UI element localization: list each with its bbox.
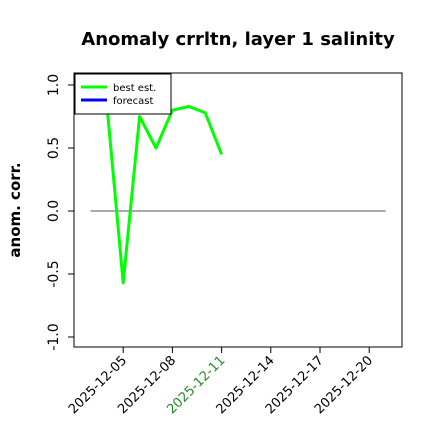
legend-label: best est. bbox=[113, 83, 156, 94]
x-axis: 2025-12-052025-12-082025-12-112025-12-14… bbox=[66, 347, 376, 417]
legend: best est. forecast bbox=[74, 73, 172, 115]
legend-label: forecast bbox=[113, 96, 154, 107]
legend-box bbox=[74, 73, 172, 115]
plot-frame bbox=[73, 72, 403, 348]
y-tick-label: 0.5 bbox=[46, 137, 62, 159]
y-tick-label: 1.0 bbox=[46, 74, 62, 96]
series-line-best-est bbox=[105, 103, 223, 285]
y-axis-label: anom. corr. bbox=[6, 162, 24, 257]
chart-title: Anomaly crrltn, layer 1 salinity bbox=[81, 29, 395, 50]
series-layer bbox=[105, 103, 223, 285]
y-tick-label: -0.5 bbox=[46, 260, 62, 287]
y-tick-label: -1.0 bbox=[46, 323, 62, 350]
y-tick-label: 0.0 bbox=[46, 200, 62, 222]
y-axis: -1.0 -0.5 0.0 0.5 1.0 bbox=[46, 74, 74, 351]
